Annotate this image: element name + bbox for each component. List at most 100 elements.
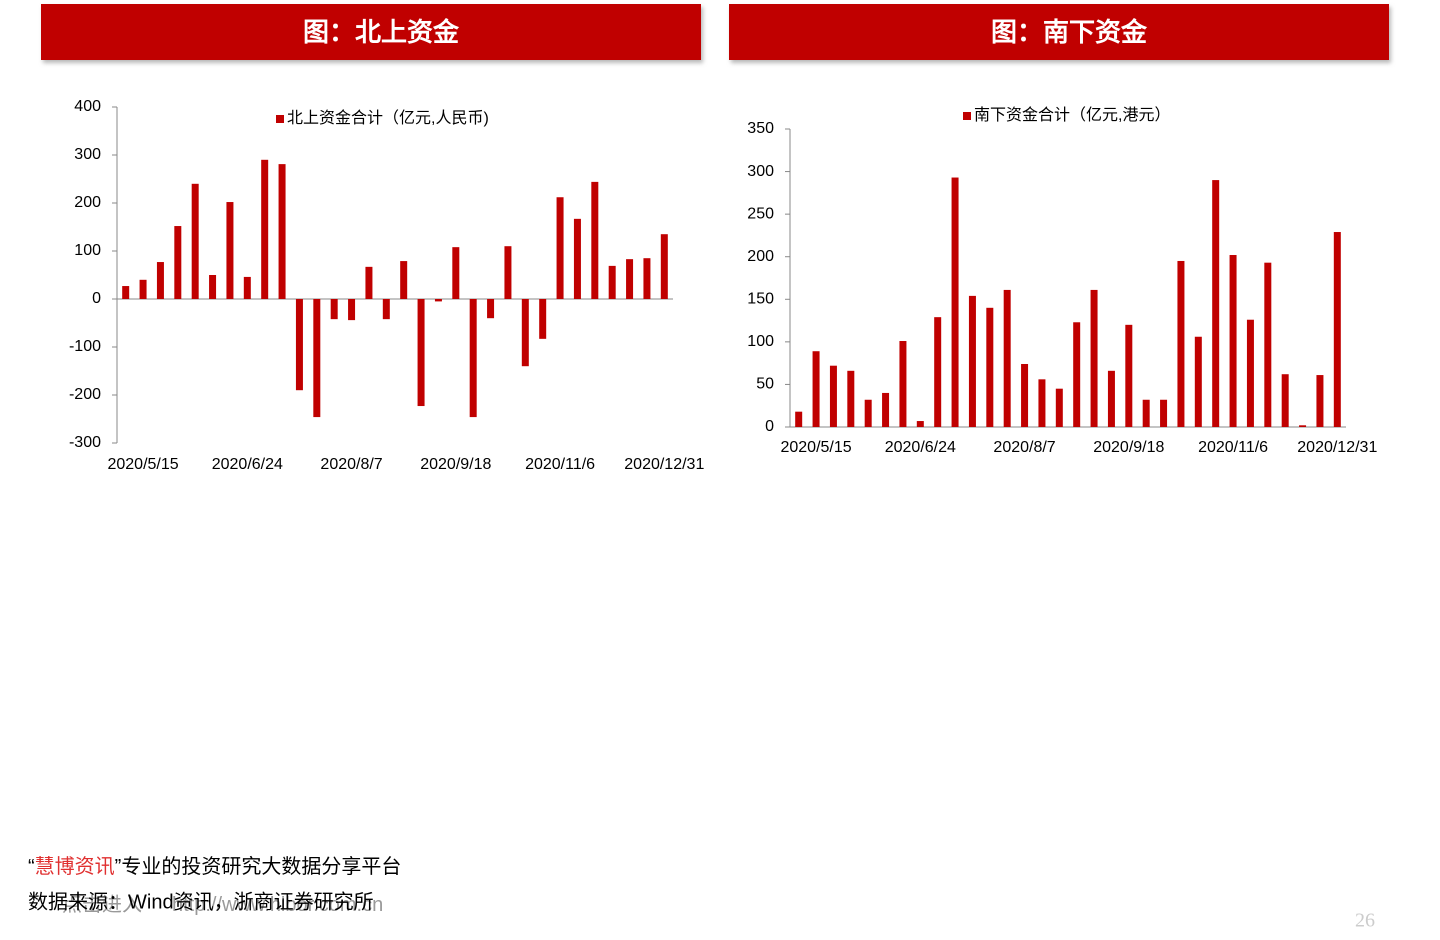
bar: [934, 317, 942, 427]
bar: [1003, 289, 1011, 427]
bar: [660, 234, 668, 299]
bar: [1160, 399, 1168, 427]
bar: [1194, 336, 1202, 427]
bar: [365, 266, 373, 299]
x-tick-label: 2020/12/31: [624, 456, 704, 473]
bar: [1264, 262, 1272, 427]
bar: [209, 275, 217, 299]
x-tick-label: 2020/8/7: [320, 456, 382, 473]
legend-label: 北上资金合计（亿元,人民币): [287, 109, 489, 127]
bar: [1212, 180, 1220, 427]
banner: [41, 4, 701, 60]
y-tick-label: -200: [69, 386, 101, 403]
bar: [1021, 363, 1029, 427]
bar: [539, 299, 547, 339]
bar: [643, 258, 651, 299]
watermark: 点击进入 http://www.hibor.com.cn: [62, 893, 383, 916]
y-tick-label: 250: [747, 205, 774, 222]
x-tick-label: 2020/5/15: [107, 456, 178, 473]
x-tick-label: 2020/6/24: [885, 439, 956, 456]
bar: [313, 299, 321, 418]
bar: [139, 279, 147, 299]
tagline: “慧博资讯”专业的投资研究大数据分享平台: [28, 855, 401, 878]
bar: [261, 159, 269, 299]
bar: [573, 218, 581, 299]
bar: [882, 392, 890, 427]
bar: [795, 411, 803, 427]
bar: [1229, 255, 1237, 427]
bar: [1142, 399, 1150, 427]
bar: [156, 262, 164, 299]
bar: [968, 295, 976, 427]
bar: [417, 299, 425, 407]
bar: [608, 265, 616, 299]
y-tick-label: 100: [747, 333, 774, 350]
y-tick-label: -100: [69, 338, 101, 355]
bar: [1125, 324, 1133, 427]
tagline-text: ”专业的投资研究大数据分享平台: [115, 855, 402, 878]
y-tick-label: 200: [747, 248, 774, 265]
y-tick-label: 150: [747, 291, 774, 308]
bar: [330, 299, 338, 320]
bar: [591, 181, 599, 299]
banner: [729, 4, 1389, 60]
y-tick-label: 100: [74, 242, 101, 259]
watermark-url: http://www.hibor.com.cn: [172, 894, 383, 916]
page-number: 26: [1355, 910, 1375, 932]
y-tick-label: 50: [756, 376, 774, 393]
bar: [1333, 232, 1341, 427]
bar: [1073, 322, 1081, 427]
y-tick-label: -300: [69, 434, 101, 451]
bar: [348, 299, 356, 321]
bar: [1177, 260, 1185, 427]
x-tick-label: 2020/6/24: [212, 456, 283, 473]
bar: [278, 164, 286, 299]
bar: [382, 299, 390, 320]
bar: [1090, 289, 1098, 427]
x-tick-label: 2020/11/6: [1198, 439, 1268, 456]
x-tick-label: 2020/12/31: [1297, 439, 1377, 456]
bar: [899, 341, 907, 427]
bar: [504, 246, 512, 299]
chart-title: 图：北上资金: [303, 17, 460, 47]
y-tick-label: 350: [747, 120, 774, 137]
bar: [469, 299, 477, 418]
bar: [122, 286, 130, 299]
bar: [951, 177, 959, 427]
source: 数据来源：Wind资讯，浙商证券研究所: [28, 890, 374, 913]
bar: [916, 421, 924, 427]
x-tick-label: 2020/5/15: [780, 439, 851, 456]
bar: [487, 299, 495, 319]
bar: [434, 299, 442, 302]
legend-swatch: [963, 112, 971, 120]
bar: [829, 365, 837, 427]
brand: 慧博资讯: [35, 855, 115, 878]
bar: [1038, 379, 1046, 427]
y-tick-label: 200: [74, 194, 101, 211]
bar: [243, 276, 251, 299]
bar: [847, 370, 855, 427]
bar: [226, 202, 234, 299]
bar: [1055, 388, 1063, 427]
y-tick-label: 300: [74, 146, 101, 163]
y-tick-label: 0: [92, 290, 101, 307]
chart-title: 图：南下资金: [991, 17, 1148, 47]
y-tick-label: 300: [747, 163, 774, 180]
bar: [556, 197, 564, 299]
bar: [1316, 375, 1324, 427]
x-tick-label: 2020/8/7: [993, 439, 1055, 456]
bar: [191, 183, 199, 299]
legend-label: 南下资金合计（亿元,港元）: [974, 106, 1170, 124]
x-tick-label: 2020/11/6: [525, 456, 595, 473]
x-tick-label: 2020/9/18: [1093, 439, 1164, 456]
watermark-click: 点击进入: [62, 893, 142, 916]
legend-swatch: [276, 115, 284, 123]
bar: [174, 226, 182, 299]
x-tick-label: 2020/9/18: [420, 456, 491, 473]
bar: [1299, 425, 1307, 427]
bar: [626, 259, 634, 299]
bar: [1246, 319, 1254, 427]
bar: [1281, 374, 1289, 427]
